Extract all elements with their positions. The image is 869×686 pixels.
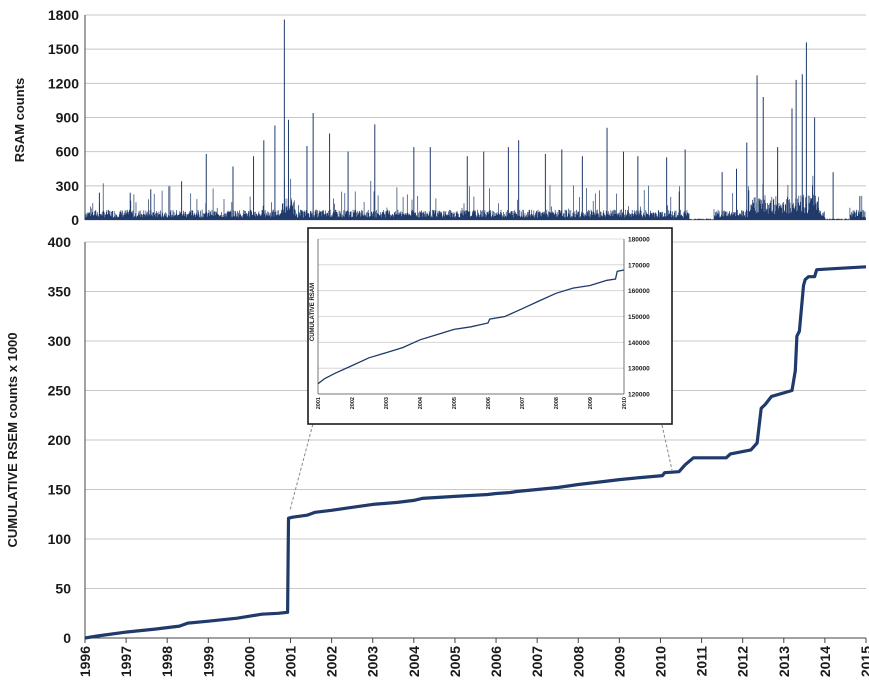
main-x-tick-3: 1999 xyxy=(200,646,216,677)
inset-x-tick-7: 2008 xyxy=(554,397,560,409)
main-y-tick-0: 400 xyxy=(48,234,72,250)
main-y-tick-6: 100 xyxy=(48,531,72,547)
main-x-tick-15: 2011 xyxy=(694,646,710,677)
main-y-tick-7: 50 xyxy=(55,581,71,597)
top-y-tick-labels: 1800 1500 1200 900 600 300 0 xyxy=(48,7,79,228)
top-y-tick-1: 1500 xyxy=(48,41,79,57)
inset-y-tick-0: 180000 xyxy=(628,237,650,244)
inset-gridlines xyxy=(317,238,625,395)
main-x-tick-4: 2000 xyxy=(241,646,257,677)
main-x-tick-5: 2001 xyxy=(283,646,299,677)
main-x-tick-17: 2013 xyxy=(776,646,792,677)
top-y-tick-2: 1200 xyxy=(48,75,79,91)
inset-x-tick-labels: 2001 2002 2003 2004 2005 2006 2007 2008 2009 2010 xyxy=(316,396,628,409)
main-x-tick-7: 2003 xyxy=(365,646,381,677)
inset-y-tick-labels: 180000 170000 160000 150000 140000 130000 1200… xyxy=(628,237,650,399)
inset-x-tick-4: 2005 xyxy=(452,397,458,409)
inset-connector-right xyxy=(661,424,673,471)
inset-panel: 180000 170000 160000 150000 140000 130000 1200… xyxy=(307,227,673,425)
main-x-tick-14: 2010 xyxy=(652,646,668,677)
main-y-tick-8: 0 xyxy=(63,630,71,646)
main-x-tick-8: 2004 xyxy=(406,646,422,677)
cumulative-rsem-line xyxy=(84,265,867,640)
main-y-tick-labels: 400 350 300 250 200 150 100 50 0 xyxy=(48,234,72,646)
top-y-tick-4: 600 xyxy=(56,144,80,160)
main-x-tick-16: 2012 xyxy=(735,646,751,677)
inset-y-tick-1: 170000 xyxy=(628,262,650,269)
main-x-tick-13: 2009 xyxy=(611,646,627,677)
main-x-tick-11: 2007 xyxy=(529,646,545,677)
top-y-axis-title: RSAM counts xyxy=(12,78,27,163)
main-x-tick-2: 1998 xyxy=(159,646,175,677)
main-x-tick-19: 2015 xyxy=(858,646,869,677)
main-y-tick-4: 200 xyxy=(48,432,72,448)
inset-connector-left xyxy=(289,404,319,511)
top-gridlines xyxy=(84,14,866,221)
main-y-tick-3: 250 xyxy=(48,383,72,399)
main-x-tick-0: 1996 xyxy=(77,646,93,677)
inset-x-tick-2: 2003 xyxy=(384,397,390,409)
main-y-tick-1: 350 xyxy=(48,284,72,300)
rsam-spike-bars xyxy=(84,19,866,220)
top-y-tick-0: 1800 xyxy=(48,7,79,23)
main-x-tick-1: 1997 xyxy=(118,646,134,677)
main-y-axis-title: CUMULATIVE RSEM counts x 1000 xyxy=(5,332,20,547)
main-x-tick-18: 2014 xyxy=(817,646,833,677)
rsam-counts-panel: 1800 1500 1200 900 600 300 0 RSAM counts xyxy=(12,7,866,228)
inset-y-tick-5: 130000 xyxy=(628,366,650,373)
inset-frame xyxy=(307,227,673,425)
inset-y-tick-6: 120000 xyxy=(628,392,650,399)
inset-y-tick-4: 140000 xyxy=(628,340,650,347)
rsam-background-bars xyxy=(84,175,866,220)
inset-cumulative-line xyxy=(317,269,625,385)
inset-x-tick-6: 2007 xyxy=(520,397,526,409)
main-x-tick-10: 2006 xyxy=(488,646,504,677)
inset-x-tick-1: 2002 xyxy=(350,397,356,409)
inset-y-tick-3: 150000 xyxy=(628,314,650,321)
main-y-tick-2: 300 xyxy=(48,333,72,349)
top-y-tick-3: 900 xyxy=(56,110,80,126)
inset-y-tick-2: 160000 xyxy=(628,288,650,295)
main-y-tick-5: 150 xyxy=(48,482,72,498)
inset-x-tick-9: 2010 xyxy=(622,397,628,409)
inset-x-tick-5: 2006 xyxy=(486,397,492,409)
inset-x-tick-0: 2001 xyxy=(316,397,322,409)
main-x-tick-9: 2005 xyxy=(447,646,463,677)
inset-y-axis-title: CUMULATIVE RSAM xyxy=(310,283,316,341)
main-x-tick-12: 2008 xyxy=(570,646,586,677)
main-x-tick-6: 2002 xyxy=(324,646,340,677)
top-y-tick-6: 0 xyxy=(71,212,79,228)
inset-x-tick-8: 2009 xyxy=(588,397,594,409)
top-y-tick-5: 300 xyxy=(56,178,80,194)
main-x-tick-labels: 1996 1997 1998 1999 2000 2001 2002 2003 2004 2005… xyxy=(77,638,869,677)
inset-x-tick-3: 2004 xyxy=(418,396,424,409)
